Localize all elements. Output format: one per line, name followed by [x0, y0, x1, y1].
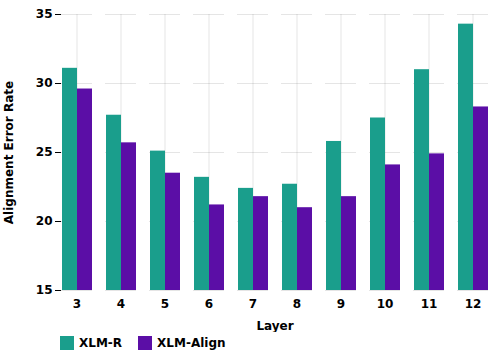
svg-text:6: 6 [205, 297, 213, 311]
svg-text:20: 20 [36, 214, 53, 228]
html-text:XLM-Align: XLM-Align [157, 336, 226, 350]
svg-text:9: 9 [337, 297, 345, 311]
svg-text:30: 30 [36, 76, 53, 90]
svg-text:4: 4 [117, 297, 125, 311]
svg-text:10: 10 [377, 297, 394, 311]
svg-text:7: 7 [249, 297, 257, 311]
svg-text:8: 8 [293, 297, 301, 311]
svg-text:35: 35 [36, 7, 53, 21]
svg-text:Alignment Error Rate: Alignment Error Rate [2, 81, 16, 224]
html-text:XLM-R: XLM-R [79, 336, 123, 350]
svg-text:11: 11 [421, 297, 438, 311]
svg-text:25: 25 [36, 145, 53, 159]
svg-text:Layer: Layer [256, 319, 293, 333]
svg-text:5: 5 [161, 297, 169, 311]
svg-text:12: 12 [465, 297, 482, 311]
svg-text:3: 3 [73, 297, 81, 311]
svg-text:15: 15 [36, 283, 53, 297]
